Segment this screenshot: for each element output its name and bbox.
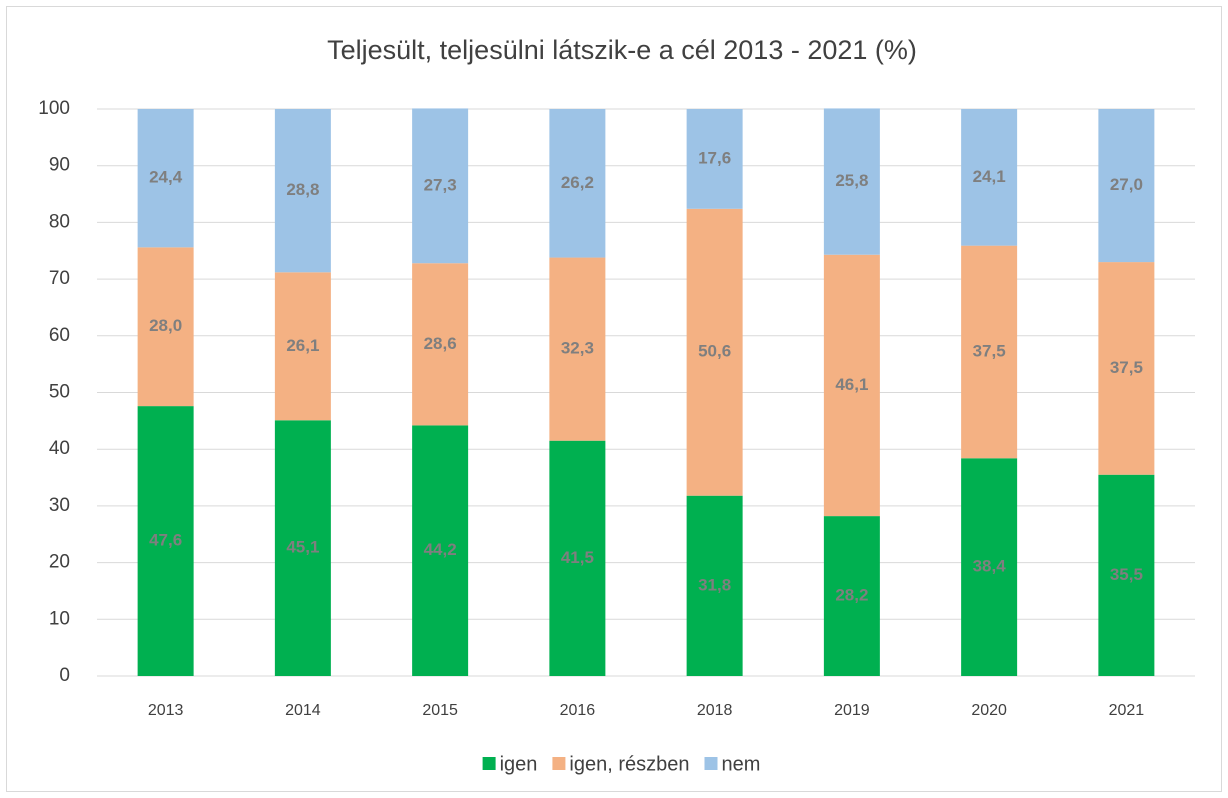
x-tick-label: 2019 (834, 702, 870, 719)
bar-segment (686, 109, 743, 209)
data-label: 45,1 (286, 538, 319, 557)
data-label: 44,2 (424, 540, 457, 559)
y-tick-label: 100 (38, 98, 70, 119)
data-label: 31,8 (698, 575, 731, 594)
bar-segment (961, 109, 1018, 246)
bar-segment (137, 406, 194, 676)
data-label: 46,1 (835, 375, 868, 394)
bar-segment (1098, 474, 1155, 676)
data-label: 26,2 (561, 173, 594, 192)
legend-marker (482, 757, 496, 770)
bar-segment (1098, 262, 1155, 475)
data-label: 28,0 (149, 316, 182, 335)
y-tick-label: 0 (59, 665, 70, 686)
data-label: 32,3 (561, 339, 594, 358)
bar-segment (549, 109, 606, 258)
chart-border (6, 6, 1222, 792)
data-label: 24,4 (149, 168, 183, 187)
data-label: 28,2 (835, 586, 868, 605)
legend-marker (704, 757, 718, 770)
y-tick-label: 60 (49, 325, 70, 346)
data-label: 35,5 (1110, 565, 1143, 584)
bar-segment (137, 109, 194, 248)
y-tick-label: 40 (49, 438, 70, 459)
data-label: 17,6 (698, 148, 731, 167)
x-tick-label: 2020 (971, 702, 1007, 719)
legend-label: igen, részben (569, 753, 689, 775)
bar-segment (823, 108, 880, 255)
x-tick-label: 2021 (1109, 702, 1145, 719)
y-tick-label: 10 (49, 608, 70, 629)
bar-segment (549, 257, 606, 441)
x-tick-label: 2016 (560, 702, 596, 719)
x-tick-label: 2015 (422, 702, 458, 719)
legend-label: nem (721, 753, 760, 775)
data-label: 50,6 (698, 342, 731, 361)
bar-segment (412, 425, 469, 676)
bar-segment (961, 458, 1018, 676)
legend-label: igen (500, 753, 538, 775)
bar-segment (274, 420, 331, 676)
bar-segment (823, 254, 880, 517)
bar-segment (961, 245, 1018, 459)
data-label: 28,6 (424, 334, 457, 353)
chart-title: Teljesült, teljesülni látszik-e a cél 20… (327, 35, 917, 65)
data-label: 28,8 (286, 180, 319, 199)
bar-segment (549, 440, 606, 676)
y-tick-label: 70 (49, 268, 70, 289)
y-tick-label: 90 (49, 155, 70, 176)
y-tick-label: 30 (49, 495, 70, 516)
legend-marker (552, 757, 566, 770)
bar-segment (1098, 109, 1155, 263)
x-tick-label: 2014 (285, 702, 321, 719)
y-tick-label: 20 (49, 552, 70, 573)
data-label: 27,0 (1110, 175, 1143, 194)
x-tick-label: 2013 (148, 702, 184, 719)
bar-segment (137, 247, 194, 407)
data-label: 47,6 (149, 531, 182, 550)
bar-segment (412, 263, 469, 426)
bar-segment (823, 516, 880, 676)
bar-segment (686, 495, 743, 676)
y-tick-label: 80 (49, 211, 70, 232)
bar-segment (686, 208, 743, 496)
data-label: 38,4 (973, 557, 1007, 576)
data-label: 24,1 (973, 167, 1006, 186)
data-label: 37,5 (973, 341, 1006, 360)
bar-segment (274, 109, 331, 273)
data-label: 27,3 (424, 175, 457, 194)
data-label: 26,1 (286, 336, 319, 355)
bar-segment (274, 272, 331, 421)
data-label: 37,5 (1110, 358, 1143, 377)
bar-segment (412, 108, 469, 264)
data-label: 41,5 (561, 548, 594, 567)
x-tick-label: 2018 (697, 702, 733, 719)
data-label: 25,8 (835, 171, 868, 190)
y-tick-label: 50 (49, 382, 70, 403)
